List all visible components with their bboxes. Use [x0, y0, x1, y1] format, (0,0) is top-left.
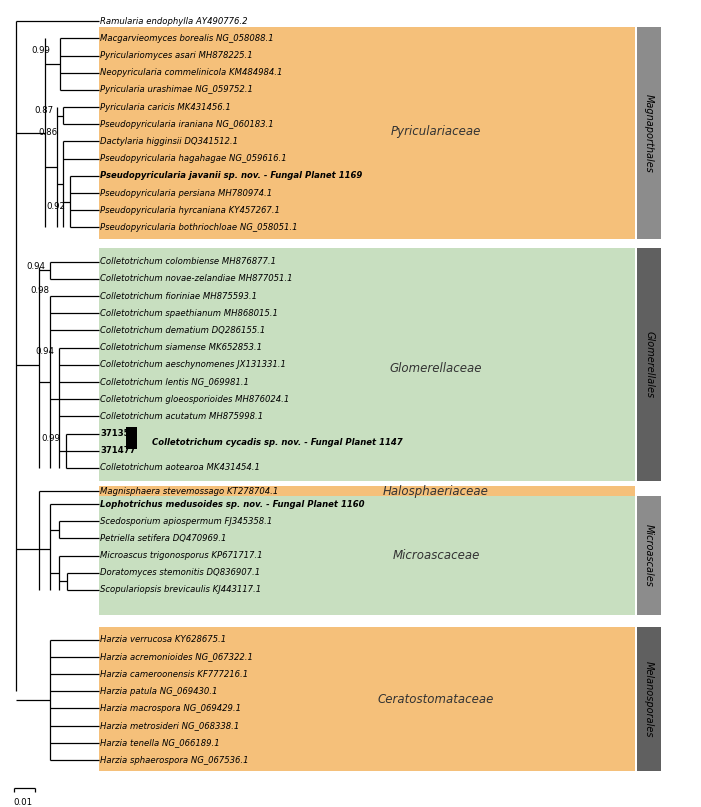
Text: 371351: 371351: [100, 429, 136, 438]
Text: Magnisphaera stevemossago KT278704.1: Magnisphaera stevemossago KT278704.1: [100, 487, 278, 495]
Text: 0.94: 0.94: [36, 346, 55, 356]
Text: Pseudopyricularia iraniana NG_060183.1: Pseudopyricularia iraniana NG_060183.1: [100, 119, 274, 129]
Text: Pseudopyricularia persiana MH780974.1: Pseudopyricularia persiana MH780974.1: [100, 189, 272, 198]
Text: Ramularia endophylla AY490776.2: Ramularia endophylla AY490776.2: [100, 17, 247, 26]
Text: Magnaporthales: Magnaporthales: [644, 94, 654, 173]
Text: Macgarvieomyces borealis NG_058088.1: Macgarvieomyces borealis NG_058088.1: [100, 34, 274, 43]
Bar: [99, 248, 635, 481]
Text: Pyriculariomyces asari MH878225.1: Pyriculariomyces asari MH878225.1: [100, 51, 253, 60]
Text: Colletotrichum aeschynomenes JX131331.1: Colletotrichum aeschynomenes JX131331.1: [100, 361, 286, 370]
Text: Microascales: Microascales: [644, 524, 654, 587]
Text: 0.99: 0.99: [41, 434, 60, 443]
Text: 0.99: 0.99: [32, 46, 50, 55]
Text: Harzia verrucosa KY628675.1: Harzia verrucosa KY628675.1: [100, 635, 226, 644]
Text: Harzia sphaerospora NG_067536.1: Harzia sphaerospora NG_067536.1: [100, 755, 249, 764]
Text: Microascus trigonosporus KP671717.1: Microascus trigonosporus KP671717.1: [100, 551, 263, 560]
Text: Pyriculariaceae: Pyriculariaceae: [391, 124, 482, 138]
Text: Doratomyces stemonitis DQ836907.1: Doratomyces stemonitis DQ836907.1: [100, 568, 260, 577]
Text: Colletotrichum lentis NG_069981.1: Colletotrichum lentis NG_069981.1: [100, 378, 249, 387]
Text: Glomerellales: Glomerellales: [644, 331, 654, 398]
Text: Pseudopyricularia bothriochloae NG_058051.1: Pseudopyricularia bothriochloae NG_05805…: [100, 223, 298, 232]
Text: Microascaceae: Microascaceae: [393, 549, 479, 562]
Text: Scedosporium apiospermum FJ345358.1: Scedosporium apiospermum FJ345358.1: [100, 516, 273, 525]
Text: Pseudopyricularia hagahagae NG_059616.1: Pseudopyricularia hagahagae NG_059616.1: [100, 154, 287, 163]
Bar: [126, 427, 137, 449]
Bar: [99, 27, 635, 240]
Text: 0.87: 0.87: [34, 106, 53, 115]
Bar: [99, 627, 635, 771]
Text: Pyricularia caricis MK431456.1: Pyricularia caricis MK431456.1: [100, 102, 231, 111]
Text: Harzia acremonioides NG_067322.1: Harzia acremonioides NG_067322.1: [100, 652, 253, 662]
Text: Harzia macrospora NG_069429.1: Harzia macrospora NG_069429.1: [100, 704, 241, 713]
Text: Halosphaeriaceae: Halosphaeriaceae: [383, 485, 489, 498]
Text: Ceratostomataceae: Ceratostomataceae: [378, 692, 494, 705]
Text: Lophotrichus medusoides sp. nov. - Fungal Planet 1160: Lophotrichus medusoides sp. nov. - Funga…: [100, 500, 365, 508]
Text: 0.86: 0.86: [39, 128, 57, 137]
Text: 0.01: 0.01: [14, 798, 33, 807]
Bar: [637, 248, 661, 481]
Text: Colletotrichum acutatum MH875998.1: Colletotrichum acutatum MH875998.1: [100, 412, 264, 421]
Text: Colletotrichum aotearoa MK431454.1: Colletotrichum aotearoa MK431454.1: [100, 463, 260, 472]
Text: Pyricularia urashimae NG_059752.1: Pyricularia urashimae NG_059752.1: [100, 86, 253, 94]
Text: 0.92: 0.92: [47, 203, 66, 211]
Text: Colletotrichum gloeosporioides MH876024.1: Colletotrichum gloeosporioides MH876024.…: [100, 395, 290, 404]
Text: Colletotrichum spaethianum MH868015.1: Colletotrichum spaethianum MH868015.1: [100, 309, 278, 318]
Text: Pseudopyricularia hyrcaniana KY457267.1: Pseudopyricularia hyrcaniana KY457267.1: [100, 206, 280, 215]
Text: Harzia metrosideri NG_068338.1: Harzia metrosideri NG_068338.1: [100, 721, 240, 730]
Text: Colletotrichum siamense MK652853.1: Colletotrichum siamense MK652853.1: [100, 343, 262, 352]
Text: Colletotrichum dematium DQ286155.1: Colletotrichum dematium DQ286155.1: [100, 326, 266, 335]
Text: Neopyricularia commelinicola KM484984.1: Neopyricularia commelinicola KM484984.1: [100, 69, 283, 77]
Text: 0.94: 0.94: [26, 262, 45, 271]
Text: Colletotrichum fioriniae MH875593.1: Colletotrichum fioriniae MH875593.1: [100, 291, 257, 301]
Text: Colletotrichum colombiense MH876877.1: Colletotrichum colombiense MH876877.1: [100, 257, 276, 266]
Text: Harzia tenella NG_066189.1: Harzia tenella NG_066189.1: [100, 738, 220, 747]
Text: Scopulariopsis brevicaulis KJ443117.1: Scopulariopsis brevicaulis KJ443117.1: [100, 585, 261, 595]
Text: Pseudopyricularia javanii sp. nov. - Fungal Planet 1169: Pseudopyricularia javanii sp. nov. - Fun…: [100, 171, 362, 180]
Text: Colletotrichum novae-zelandiae MH877051.1: Colletotrichum novae-zelandiae MH877051.…: [100, 274, 293, 283]
Bar: [99, 496, 635, 615]
Text: Melanosporales: Melanosporales: [644, 661, 654, 738]
Text: 371477: 371477: [100, 446, 136, 455]
Bar: [637, 496, 661, 615]
Text: 0.98: 0.98: [30, 286, 49, 295]
Text: Harzia cameroonensis KF777216.1: Harzia cameroonensis KF777216.1: [100, 670, 248, 679]
Text: Petriella setifera DQ470969.1: Petriella setifera DQ470969.1: [100, 534, 226, 543]
Text: Colletotrichum cycadis sp. nov. - Fungal Planet 1147: Colletotrichum cycadis sp. nov. - Fungal…: [152, 437, 402, 446]
Bar: [637, 627, 661, 771]
Text: Glomerellaceae: Glomerellaceae: [390, 362, 482, 374]
Bar: [637, 27, 661, 240]
Text: Dactylaria higginsii DQ341512.1: Dactylaria higginsii DQ341512.1: [100, 137, 238, 146]
Text: Harzia patula NG_069430.1: Harzia patula NG_069430.1: [100, 687, 217, 696]
Bar: [99, 486, 635, 496]
